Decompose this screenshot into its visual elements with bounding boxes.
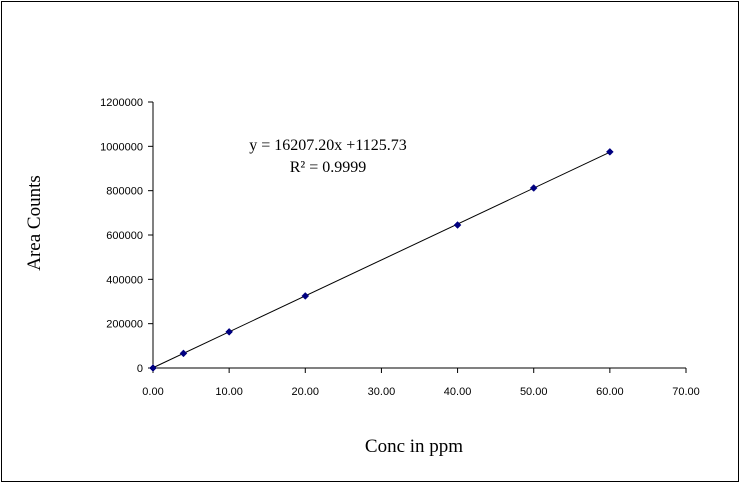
y-tick-label: 1200000 — [100, 97, 143, 109]
x-axis-title: Conc in ppm — [365, 436, 463, 457]
x-tick-label: 20.00 — [292, 386, 320, 398]
y-tick-label: 400000 — [106, 274, 143, 286]
x-tick-label: 10.00 — [215, 386, 243, 398]
y-axis-title: Area Counts — [24, 175, 45, 271]
y-tick-label: 800000 — [106, 186, 143, 198]
y-tick-label: 0 — [137, 363, 143, 375]
data-point — [453, 221, 462, 229]
data-point — [149, 364, 157, 372]
trendline-equation: y = 16207.20x +1125.73 — [249, 137, 406, 154]
x-tick-label: 30.00 — [368, 386, 396, 398]
trendline — [152, 151, 611, 369]
plot-area: 0 200000 400000 600000 800000 1000000 1200000 0… — [100, 97, 700, 398]
x-tick-label: 50.00 — [520, 386, 548, 398]
data-point — [529, 184, 538, 192]
data-point — [225, 328, 233, 336]
x-tick-label: 60.00 — [596, 386, 624, 398]
x-tick-label: 0.00 — [142, 386, 163, 398]
data-point — [179, 349, 188, 358]
data-point — [301, 292, 310, 300]
y-tick-label: 200000 — [106, 319, 143, 331]
x-tick-label: 40.00 — [444, 386, 472, 398]
y-tick-label: 1000000 — [100, 141, 143, 153]
x-tick-label: 70.00 — [672, 386, 700, 398]
y-tick-label: 600000 — [106, 230, 143, 242]
data-point — [606, 148, 614, 156]
r-squared-label: R² = 0.9999 — [290, 159, 367, 176]
